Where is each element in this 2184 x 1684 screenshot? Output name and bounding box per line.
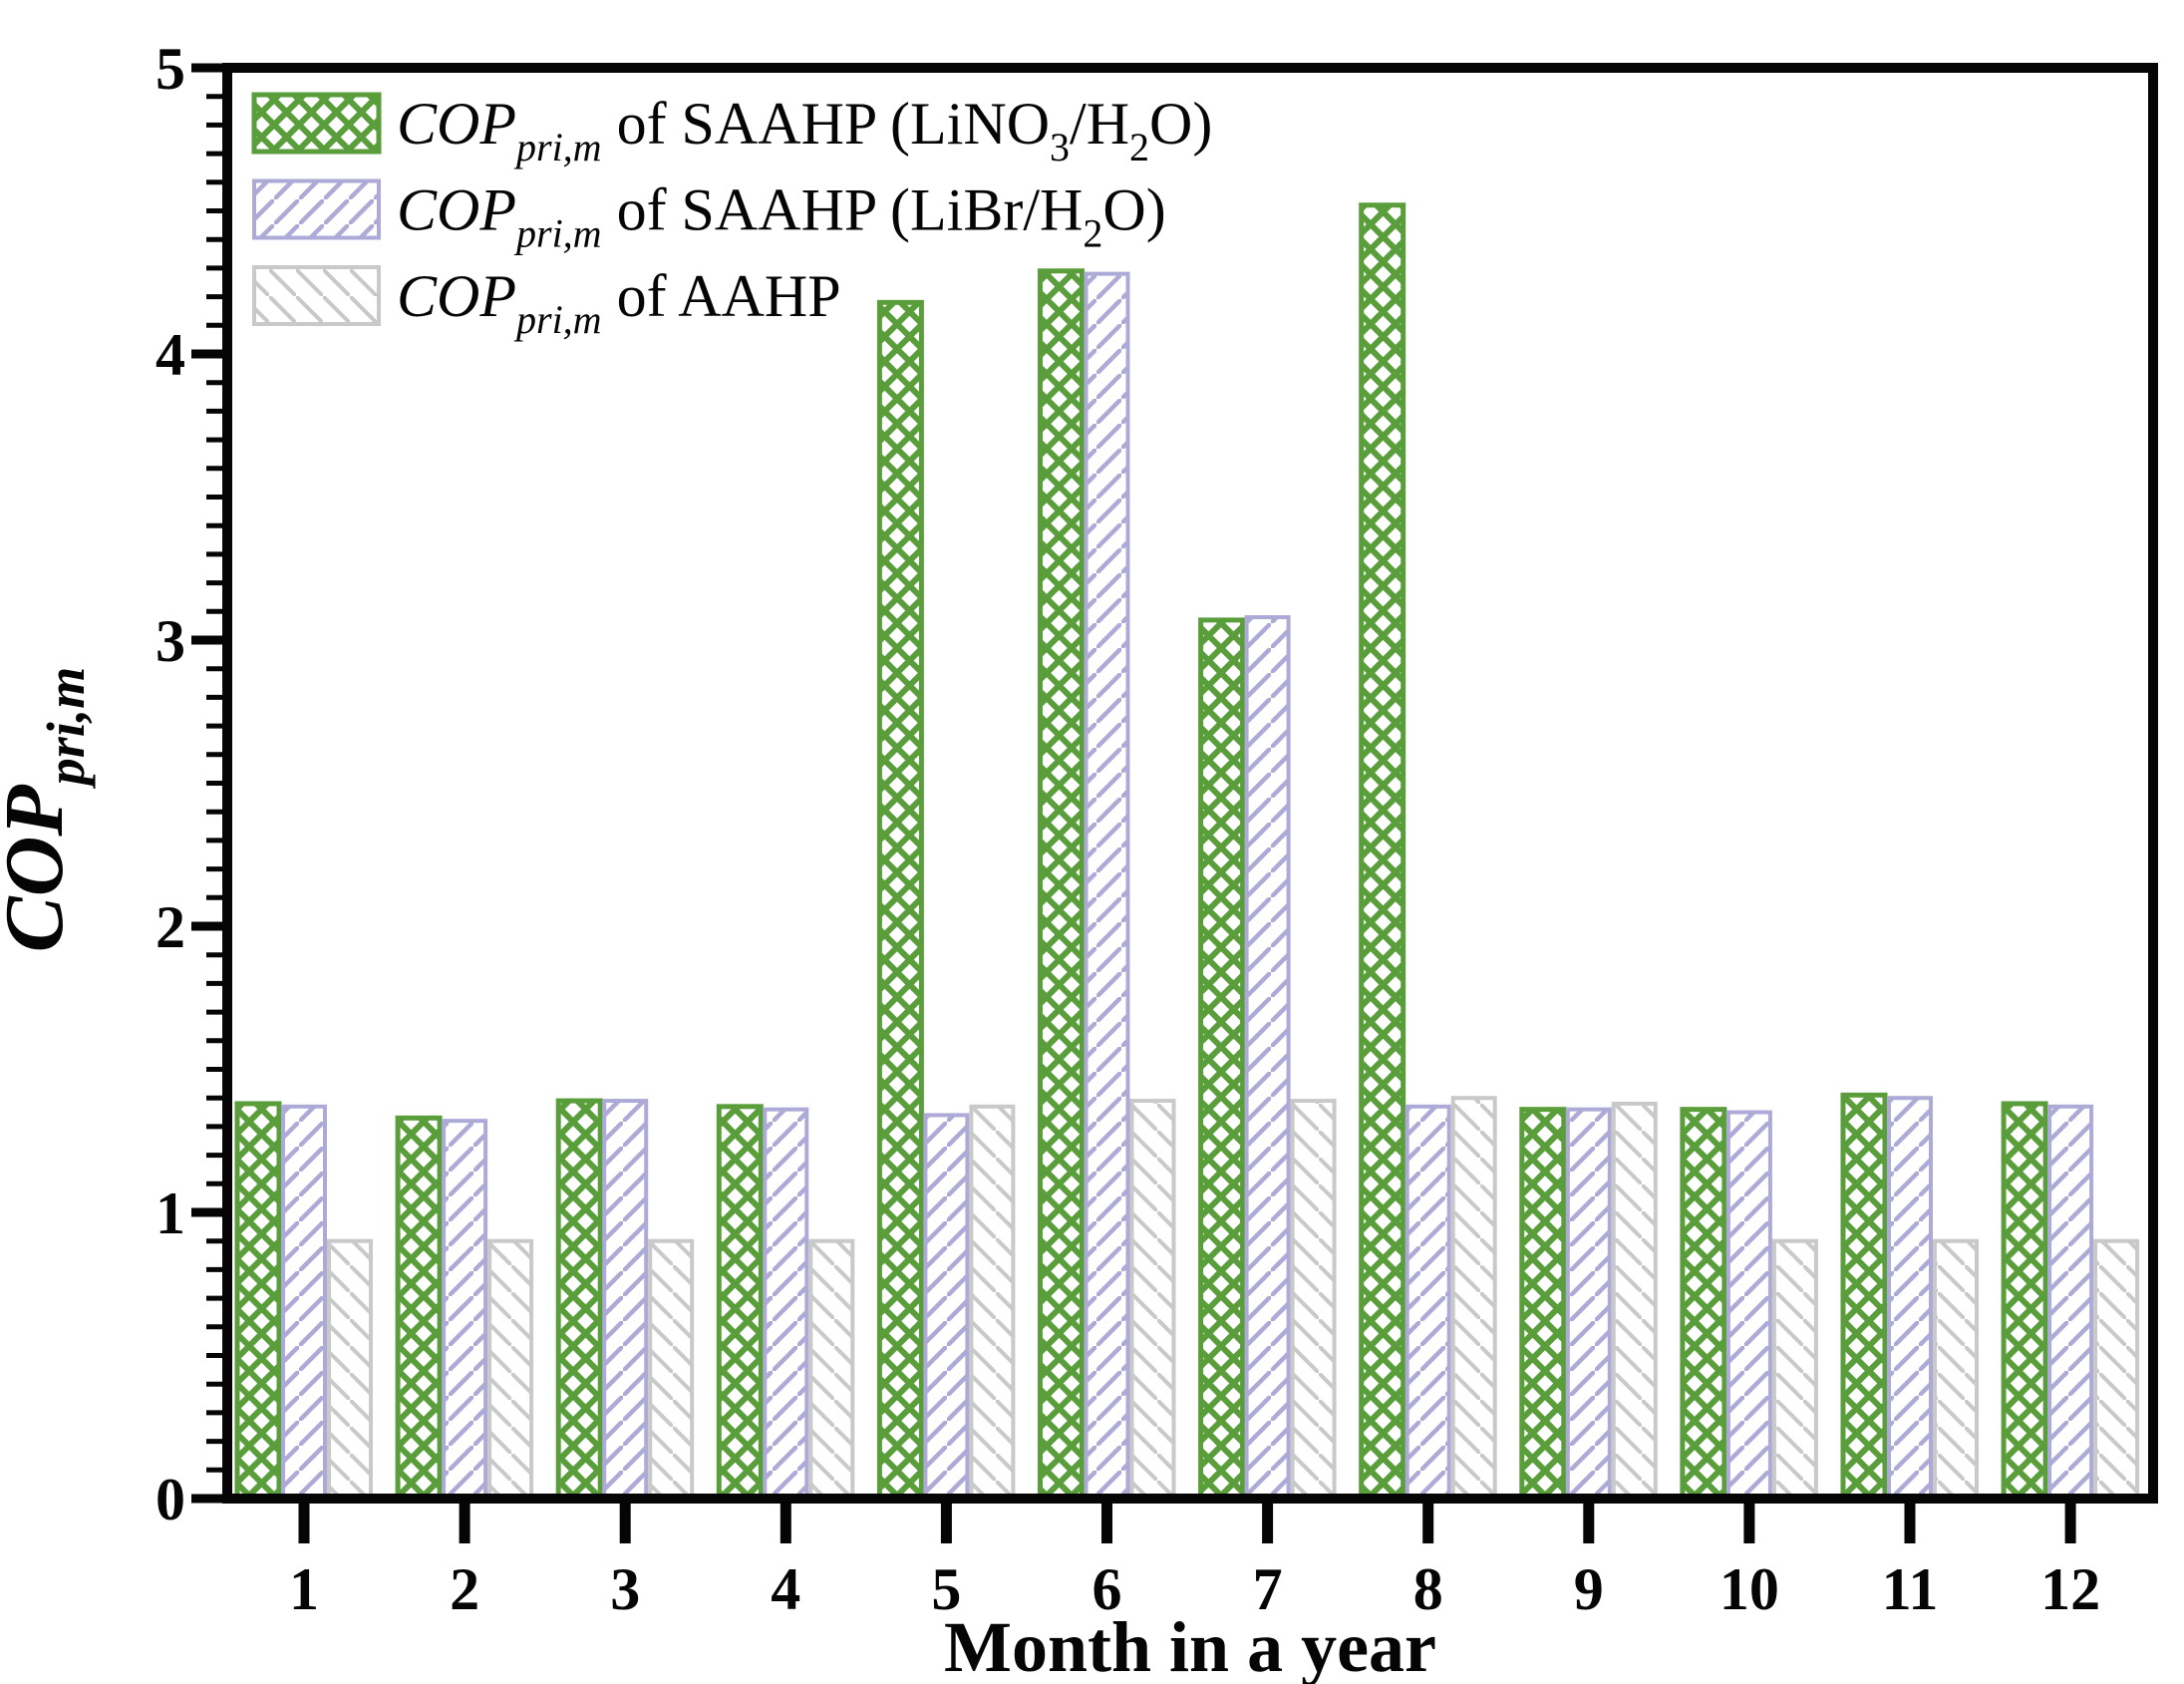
- bar-month-9-series-2: [1611, 1101, 1658, 1501]
- bar-month-7-series-2: [1290, 1099, 1337, 1501]
- bar-month-3-series-1: [602, 1099, 649, 1501]
- bar-month-6-series-1: [1084, 271, 1130, 1501]
- legend-entry-1: COPpri,m of SAAHP (LiBr/H2O): [252, 177, 1166, 256]
- bar-month-1-series-2: [327, 1238, 373, 1501]
- legend-swatch-diagonal-up: [252, 178, 381, 240]
- bar-month-11-series-0: [1840, 1092, 1888, 1502]
- y-tick-label: 5: [156, 36, 185, 102]
- bar-month-4-series-2: [808, 1238, 855, 1501]
- legend-swatch-diagonal-down: [252, 265, 381, 326]
- bar-month-7-series-1: [1244, 615, 1291, 1501]
- bar-month-10-series-0: [1680, 1107, 1727, 1502]
- bar-month-8-series-1: [1404, 1104, 1451, 1502]
- x-tick-label: 3: [610, 1556, 640, 1622]
- plot-frame: [222, 63, 2158, 1504]
- bar-month-12-series-1: [2047, 1104, 2094, 1502]
- bar-month-3-series-2: [648, 1238, 695, 1501]
- y-tick-label: 3: [156, 608, 185, 674]
- bar-month-8-series-2: [1450, 1096, 1497, 1501]
- x-axis-ticks: [298, 1504, 2076, 1543]
- bar-month-5-series-2: [969, 1104, 1016, 1502]
- y-tick-label: 1: [156, 1180, 185, 1246]
- x-tick-label: 9: [1574, 1556, 1604, 1622]
- y-tick-label: 4: [156, 322, 185, 388]
- bar-month-1-series-1: [281, 1104, 327, 1502]
- bar-month-10-series-2: [1771, 1238, 1818, 1501]
- bar-month-12-series-2: [2093, 1238, 2140, 1501]
- x-tick-label: 12: [2040, 1556, 2100, 1622]
- x-tick-label: 8: [1413, 1556, 1443, 1622]
- x-tick-label: 4: [771, 1556, 800, 1622]
- x-tick-label: 11: [1882, 1556, 1939, 1622]
- bars-layer: [234, 202, 2140, 1502]
- bar-month-4-series-0: [716, 1104, 764, 1502]
- bar-month-4-series-1: [763, 1107, 809, 1502]
- x-tick-label: 6: [1092, 1556, 1122, 1622]
- y-tick-label: 2: [156, 894, 185, 960]
- legend-label: COPpri,m of AAHP: [397, 263, 841, 342]
- bar-month-10-series-1: [1725, 1110, 1772, 1502]
- legend-entry-0: COPpri,m of SAAHP (LiNO3/H2O): [251, 91, 1212, 169]
- legend-label: COPpri,m of SAAHP (LiBr/H2O): [397, 177, 1166, 256]
- bar-month-8-series-0: [1359, 202, 1406, 1502]
- x-axis-tick-labels: 1 2 3 4 5 6 7 8 9 10 11 12: [289, 1556, 2100, 1622]
- bar-month-2-series-1: [442, 1119, 488, 1502]
- x-tick-label: 1: [289, 1556, 319, 1622]
- legend-entry-2: COPpri,m of AAHP: [252, 263, 841, 342]
- y-axis-tick-labels: 0 1 2 3 4 5: [156, 36, 185, 1532]
- legend: COPpri,m of SAAHP (LiNO3/H2O) COPpri,m of…: [251, 91, 1212, 342]
- x-tick-label: 5: [931, 1556, 961, 1622]
- x-tick-label: 2: [450, 1556, 479, 1622]
- y-axis-title: COPpri,m: [0, 667, 96, 953]
- bar-month-5-series-0: [876, 299, 924, 1502]
- legend-swatch-crosshatch: [251, 92, 382, 155]
- bar-month-11-series-1: [1887, 1096, 1933, 1501]
- bar-month-1-series-0: [234, 1101, 282, 1502]
- legend-label: COPpri,m of SAAHP (LiNO3/H2O): [397, 91, 1212, 169]
- bar-month-6-series-2: [1129, 1099, 1176, 1501]
- bar-month-2-series-2: [487, 1238, 534, 1501]
- bar-month-9-series-1: [1565, 1107, 1612, 1502]
- bar-month-2-series-0: [395, 1115, 443, 1502]
- bar-month-9-series-0: [1519, 1107, 1567, 1502]
- bar-month-11-series-2: [1933, 1238, 1979, 1501]
- bar-month-12-series-0: [2001, 1101, 2048, 1502]
- y-axis-ticks: [191, 63, 223, 1504]
- bar-month-3-series-0: [555, 1098, 603, 1502]
- bar-month-7-series-0: [1198, 617, 1246, 1502]
- y-tick-label: 0: [156, 1467, 185, 1532]
- x-axis-title: Month in a year: [944, 1607, 1436, 1684]
- x-tick-label: 10: [1719, 1556, 1779, 1622]
- bar-month-5-series-1: [923, 1113, 970, 1502]
- bar-month-6-series-0: [1038, 268, 1085, 1502]
- x-tick-label: 7: [1253, 1556, 1283, 1622]
